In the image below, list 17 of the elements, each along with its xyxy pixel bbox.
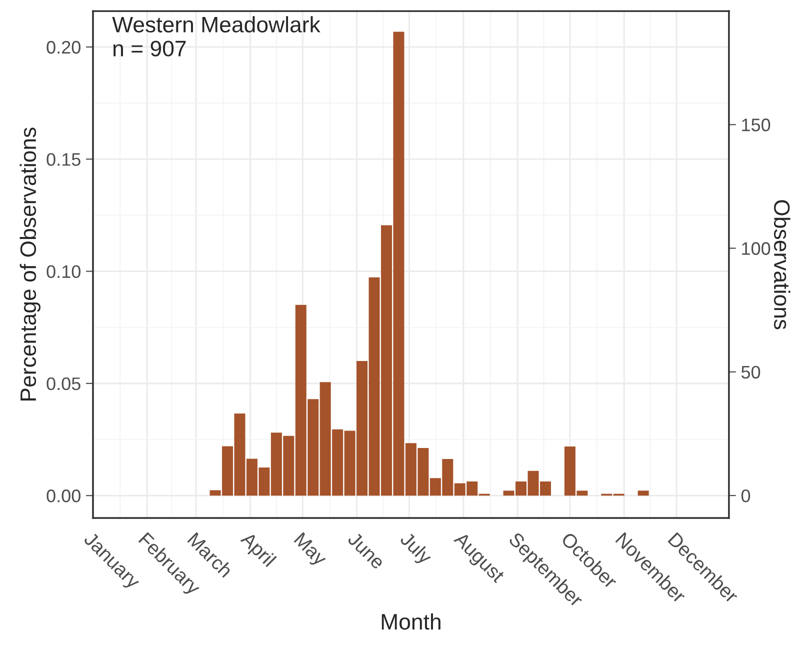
- y2-axis-title: Observations: [774, 200, 790, 330]
- y-axis-title: Percentage of Observations: [20, 128, 40, 400]
- y-tick-label: 0.00: [46, 490, 80, 502]
- y2-tick-label: 50: [741, 366, 760, 379]
- bar: [638, 490, 649, 496]
- y-tick-label: 0.10: [46, 265, 80, 278]
- x-tick-label: May: [290, 532, 328, 570]
- x-axis-title: Month: [382, 613, 440, 630]
- y2-tick-label: 100: [742, 242, 770, 255]
- y-tick-label: 0.15: [46, 153, 80, 166]
- x-tick-label: April: [237, 530, 277, 570]
- x-tick-label: July: [396, 530, 434, 568]
- y-tick-label: 0.05: [46, 377, 80, 390]
- y2-tick-label: 0: [741, 489, 750, 502]
- y2-tick-label: 150: [742, 118, 770, 132]
- y-tick-label: 0.20: [46, 40, 80, 54]
- annotation: Western Meadowlark n = 907: [112, 16, 320, 56]
